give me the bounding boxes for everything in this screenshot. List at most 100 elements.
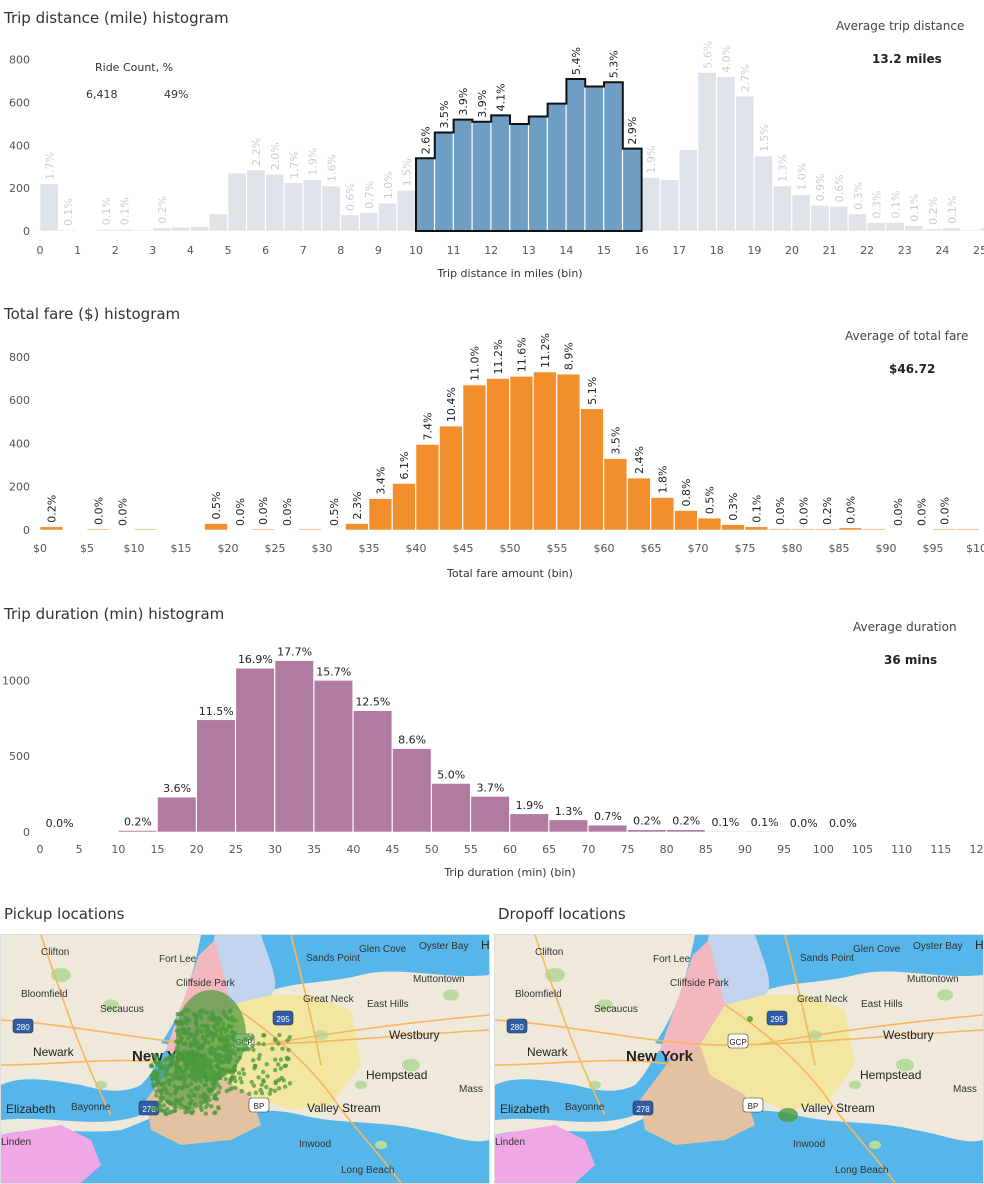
pickup-map-title: Pickup locations (4, 905, 125, 923)
dropoff-map[interactable]: Clifton Fort Lee Glen Cove Oyster Bay Sands … (494, 934, 984, 1184)
map-park (869, 1140, 881, 1150)
map-place-label: Oyster Bay (419, 941, 468, 952)
pickup-point (232, 1075, 237, 1080)
histogram-bar (810, 205, 830, 232)
map-highway-shield (727, 1033, 749, 1049)
histogram-bar (321, 185, 341, 232)
x-tick-label: 14 (559, 244, 573, 257)
bar-value-label: 2.4% (633, 446, 646, 474)
bar-value-label: 12.5% (355, 696, 390, 709)
bar-value-label: 11.2% (539, 333, 552, 368)
histogram-bar (265, 173, 285, 232)
pickup-point (199, 1107, 204, 1113)
bar-value-label: 7.4% (422, 413, 435, 441)
histogram-bar (866, 222, 886, 232)
map-road (784, 935, 816, 1066)
x-tick-label: 5 (225, 244, 232, 257)
pickup-point (246, 1046, 251, 1052)
bar-value-label: 6.1% (398, 452, 411, 480)
histogram-bar (923, 228, 943, 232)
pickup-map-canvas[interactable]: Clifton Fort Lee Glen Cove Oyster Bay Sands … (1, 935, 489, 1183)
map-place-label: Linden (495, 1137, 525, 1148)
bar-value-label: 8.9% (563, 342, 576, 370)
pickup-point (216, 1105, 221, 1110)
map-park (597, 999, 613, 1011)
bar-value-label: 0.0% (939, 497, 952, 525)
pickup-map[interactable]: Clifton Fort Lee Glen Cove Oyster Bay Sands … (0, 934, 490, 1184)
pickup-point (216, 1089, 221, 1095)
x-tick-label: $25 (265, 542, 286, 555)
bar-value-label: 1.3% (777, 154, 790, 182)
histogram-bar (548, 819, 589, 833)
histogram-bar (979, 227, 984, 232)
map-place-label: Mass (953, 1084, 977, 1095)
x-tick-label: 50 (425, 843, 439, 856)
pickup-point (273, 1057, 278, 1062)
bar-value-label: 3.4% (375, 467, 388, 495)
bar-value-label: 0.3% (852, 182, 865, 210)
map-road (495, 1019, 983, 1046)
avg-distance-value: 13.2 miles (872, 52, 942, 66)
pickup-point (249, 1043, 255, 1048)
x-tick-label: 40 (346, 843, 360, 856)
bar-value-label: 0.2% (821, 497, 834, 525)
bar-value-label: 0.5% (704, 486, 717, 514)
x-tick-label: 12 (484, 244, 498, 257)
x-tick-label: $45 (453, 542, 474, 555)
bar-value-label: 0.2% (46, 495, 59, 523)
dropoff-map-canvas[interactable]: Clifton Fort Lee Glen Cove Oyster Bay Sands … (495, 935, 983, 1183)
pickup-point (151, 1070, 157, 1076)
histogram-bar (298, 528, 322, 531)
histogram-bar (960, 229, 980, 232)
pickup-point (265, 1074, 270, 1079)
x-tick-label: 80 (660, 843, 674, 856)
map-place-label: Hempstead (366, 1068, 427, 1082)
y-tick-label: 200 (9, 182, 30, 195)
pickup-point (275, 1062, 281, 1067)
map-highway-shield (632, 1100, 654, 1116)
map-highway-shield-label: 295 (276, 1015, 290, 1024)
map-road (534, 935, 606, 1116)
x-tick-label: 22 (860, 244, 874, 257)
bar-value-label: 11.6% (516, 337, 529, 372)
map-place-label: Clifton (535, 947, 563, 958)
selection-percent: 49% (164, 88, 189, 101)
pickup-point (264, 1062, 269, 1067)
map-place-label: Elizabeth (6, 1102, 55, 1116)
bar-value-label: 0.1% (711, 816, 739, 829)
pickup-point (212, 1095, 218, 1101)
histogram-bar (274, 660, 314, 833)
x-tick-label: $10 (124, 542, 145, 555)
histogram-bar (152, 227, 172, 232)
bar-value-label: 4.1% (495, 83, 508, 111)
bar-value-label: 0.0% (845, 496, 858, 524)
bar-value-label: 0.5% (328, 498, 341, 526)
histogram-bar (533, 371, 557, 531)
pickup-point (158, 1104, 163, 1109)
map-place-label: Bayonne (71, 1102, 111, 1113)
histogram-bar (235, 667, 275, 833)
histogram-bar (627, 829, 667, 833)
bar-value-label: 0.7% (363, 181, 376, 209)
pickup-point (252, 1063, 258, 1069)
map-highway-shield-label: GCP (729, 1038, 746, 1047)
map-place-label: Great Neck (797, 994, 849, 1005)
avg-duration-value: 36 mins (884, 653, 938, 667)
histogram-bar (96, 228, 115, 232)
bar-value-label: 3.9% (476, 90, 489, 118)
pickup-point (277, 1032, 282, 1038)
map-place-label: Bayonne (565, 1102, 605, 1113)
pickup-point (272, 1067, 278, 1073)
histogram-bar (462, 384, 487, 531)
bar-value-label: 0.9% (814, 173, 827, 201)
bar-value-label: 5.1% (586, 377, 599, 405)
histogram-bar (392, 483, 416, 531)
x-tick-label: $100 (966, 542, 984, 555)
x-tick-label: 5 (76, 843, 83, 856)
bar-value-label: 0.0% (46, 817, 74, 830)
pickup-point (282, 1063, 287, 1069)
x-tick-label: $50 (500, 542, 521, 555)
